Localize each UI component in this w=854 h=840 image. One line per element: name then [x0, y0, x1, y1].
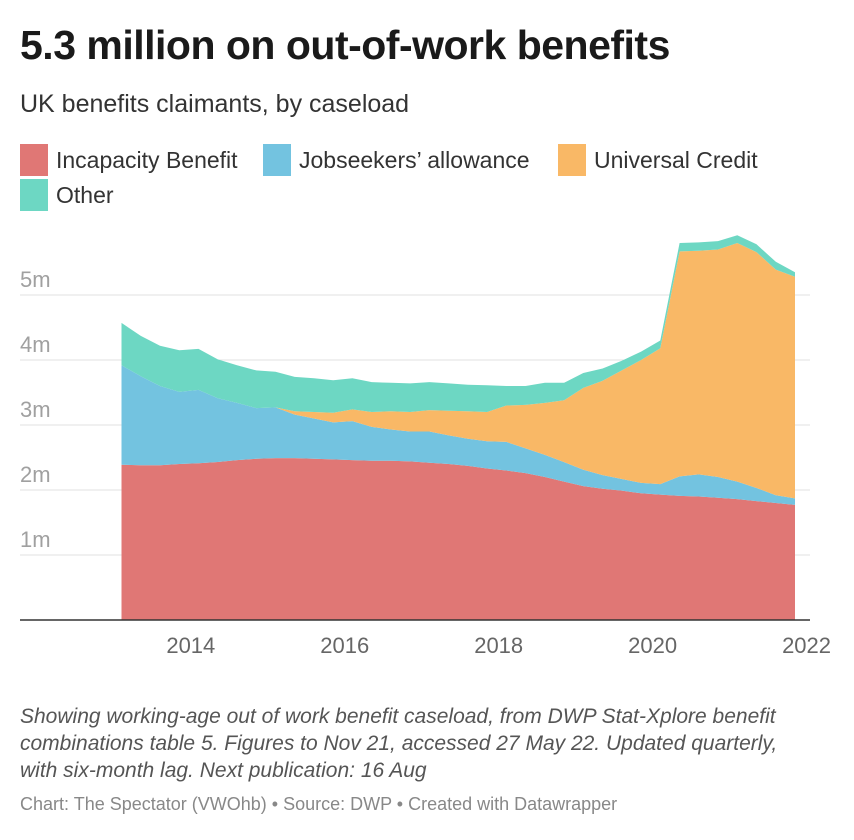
- chart-note: Showing working-age out of work benefit …: [20, 705, 778, 782]
- legend-item-incapacity: Incapacity Benefit: [20, 144, 238, 176]
- y-tick-label-1m: 1m: [20, 527, 51, 552]
- x-tick-label-2018: 2018: [474, 633, 523, 658]
- legend-swatch-incapacity: [20, 144, 48, 176]
- legend-item-jsa: Jobseekers’ allowance: [263, 144, 530, 176]
- y-tick-label-3m: 3m: [20, 397, 51, 422]
- legend-label-other: Other: [56, 181, 114, 208]
- legend-label-uc: Universal Credit: [594, 146, 758, 173]
- legend-item-uc: Universal Credit: [558, 144, 758, 176]
- x-tick-label-2016: 2016: [320, 633, 369, 658]
- x-tick-label-2022: 2022: [782, 633, 831, 658]
- chart-credit: Chart: The Spectator (VWOhb) • Source: D…: [20, 794, 618, 814]
- y-tick-label-4m: 4m: [20, 332, 51, 357]
- legend-swatch-uc: [558, 144, 586, 176]
- legend-item-other: Other: [20, 179, 114, 211]
- area-jsa: [121, 365, 795, 505]
- legend-swatch-jsa: [263, 144, 291, 176]
- chart-subtitle: UK benefits claimants, by caseload: [20, 90, 410, 118]
- legend-swatch-other: [20, 179, 48, 211]
- area-incapacity: [121, 458, 795, 620]
- chart-title: 5.3 million on out-of-work benefits: [20, 22, 670, 68]
- legend-label-jsa: Jobseekers’ allowance: [299, 146, 530, 173]
- x-tick-label-2020: 2020: [628, 633, 677, 658]
- stacked-area-chart: 1m 2m 3m 4m 5m 2014 2016 2018 2020 2022: [20, 235, 831, 658]
- y-tick-label-2m: 2m: [20, 462, 51, 487]
- y-tick-label-5m: 5m: [20, 267, 51, 292]
- legend-label-incapacity: Incapacity Benefit: [56, 146, 238, 173]
- area-uc: [121, 243, 795, 499]
- x-tick-label-2014: 2014: [166, 633, 215, 658]
